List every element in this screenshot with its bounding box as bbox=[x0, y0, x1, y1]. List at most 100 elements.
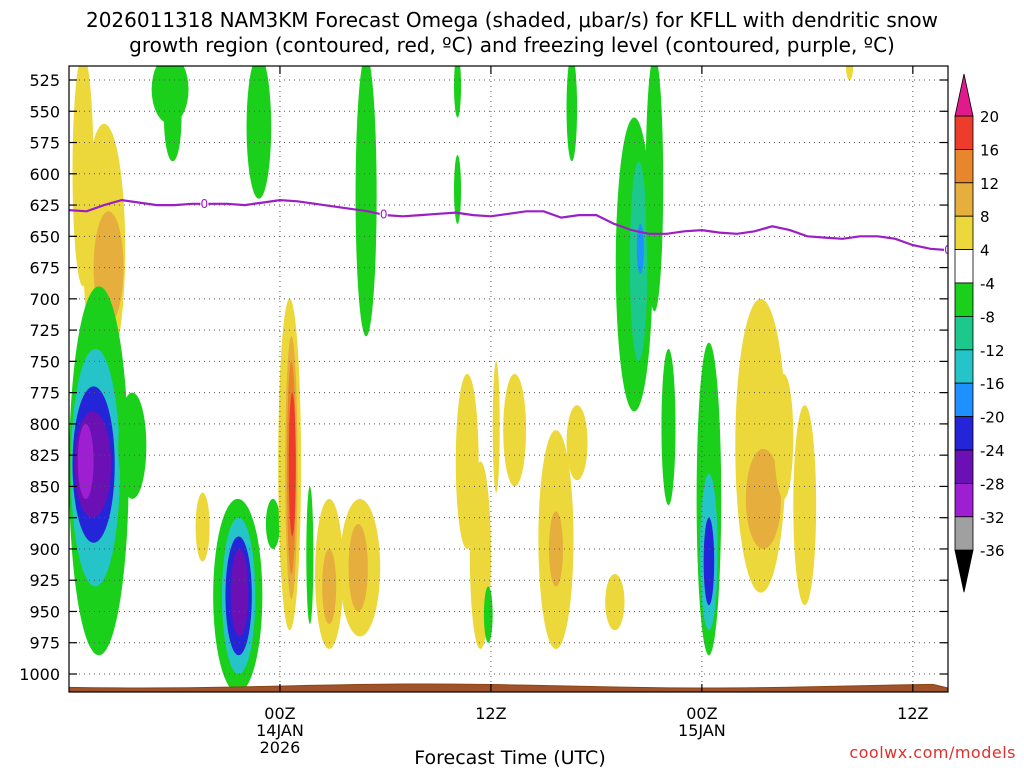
plot-frame bbox=[68, 65, 949, 693]
omega-cell-25 bbox=[348, 523, 368, 612]
y-tick-label-1000: 1000 bbox=[19, 665, 60, 684]
colorbar-box-7 bbox=[954, 315, 974, 351]
x-tick-date-6: 14JAN bbox=[256, 721, 304, 740]
colorbar-label-16: 16 bbox=[980, 141, 999, 159]
colorbar-label--8: -8 bbox=[980, 308, 995, 326]
credit-text: coolwx.com/models bbox=[849, 743, 1016, 762]
colorbar-label-8: 8 bbox=[980, 208, 990, 226]
colorbar-label--28: -28 bbox=[980, 475, 1005, 493]
y-tick-label-775: 775 bbox=[29, 384, 60, 403]
colorbar-box-9 bbox=[954, 249, 974, 284]
omega-cell-21 bbox=[306, 486, 314, 624]
y-tick-label-625: 625 bbox=[29, 196, 60, 215]
omega-cell-23 bbox=[322, 548, 337, 624]
ground-surface bbox=[68, 683, 949, 693]
freezing-level-line bbox=[69, 198, 948, 252]
colorbar-box-10 bbox=[954, 215, 974, 250]
y-tick-label-600: 600 bbox=[29, 165, 60, 184]
x-tick-label-30: 00Z bbox=[686, 704, 717, 723]
colorbar-box-6 bbox=[954, 349, 974, 384]
x-tick-label-6: 00Z bbox=[264, 704, 295, 723]
y-tick-label-650: 650 bbox=[29, 227, 60, 246]
x-tick-date-30: 15JAN bbox=[678, 721, 726, 740]
plot-background bbox=[69, 66, 948, 692]
colorbar-label--36: -36 bbox=[980, 542, 1005, 560]
omega-cell-50 bbox=[773, 373, 794, 499]
y-tick-label-850: 850 bbox=[29, 477, 60, 496]
colorbar-label--20: -20 bbox=[980, 409, 1005, 427]
colorbar-box-13 bbox=[954, 115, 974, 150]
colorbar-box-1 bbox=[954, 516, 974, 551]
colorbar-box-4 bbox=[954, 416, 974, 451]
omega-cell-51 bbox=[793, 405, 817, 606]
colorbar-bottom-arrow bbox=[954, 549, 974, 593]
omega-cell-49 bbox=[745, 448, 781, 549]
y-tick-label-550: 550 bbox=[29, 102, 60, 121]
omega-cell-26 bbox=[246, 66, 272, 199]
colorbar-label--4: -4 bbox=[980, 275, 995, 293]
omega-cell-36 bbox=[503, 373, 527, 487]
freezing-level-label-2: 0 bbox=[944, 243, 952, 257]
omega-cell-29 bbox=[454, 155, 462, 224]
colorbar-box-12 bbox=[954, 148, 974, 184]
y-tick-label-900: 900 bbox=[29, 540, 60, 559]
omega-cell-14 bbox=[230, 548, 249, 637]
colorbar: 20 16 12 8 4 -4 -8 -12 -16 -20 -24 -28 -32 -36 bbox=[954, 73, 1005, 593]
omega-cell-52 bbox=[846, 66, 854, 80]
omega-cell-8 bbox=[118, 392, 147, 499]
y-tick-label-525: 525 bbox=[29, 71, 60, 90]
omega-cell-42 bbox=[636, 223, 644, 274]
freezing-level-layer: 0 0 0 bbox=[69, 196, 952, 257]
y-tick-label-725: 725 bbox=[29, 321, 60, 340]
chart-title-line-1: 2026011318 NAM3KM Forecast Omega (shaded… bbox=[86, 8, 938, 32]
colorbar-label-4: 4 bbox=[980, 242, 990, 260]
omega-cell-10 bbox=[163, 73, 182, 162]
omega-cell-44 bbox=[605, 573, 625, 631]
omega-cell-7 bbox=[77, 423, 94, 499]
omega-cell-39 bbox=[661, 348, 676, 506]
chart-title-line-2: growth region (contoured, red, ºC) and f… bbox=[129, 33, 895, 57]
y-tick-label-975: 975 bbox=[29, 634, 60, 653]
axes-layer: 525 550 575 600 625 650 675 700 725 750 775 800 825 8… bbox=[19, 65, 949, 757]
omega-cell-35 bbox=[548, 511, 563, 587]
y-tick-label-825: 825 bbox=[29, 446, 60, 465]
y-tick-label-950: 950 bbox=[29, 602, 60, 621]
colorbar-label--32: -32 bbox=[980, 509, 1005, 527]
y-tick-label-700: 700 bbox=[29, 290, 60, 309]
colorbar-label-20: 20 bbox=[980, 108, 999, 126]
y-tick-label-875: 875 bbox=[29, 509, 60, 528]
y-tick-label-750: 750 bbox=[29, 352, 60, 371]
freezing-level-label-bg-0 bbox=[200, 196, 209, 210]
colorbar-box-3 bbox=[954, 449, 974, 484]
x-tick-year-6: 2026 bbox=[260, 738, 301, 757]
freezing-level-label-1: 0 bbox=[380, 208, 388, 222]
omega-cell-16 bbox=[265, 498, 280, 549]
colorbar-box-2 bbox=[954, 482, 974, 518]
freezing-level-label-bg-2 bbox=[944, 243, 948, 257]
colorbar-box-8 bbox=[954, 282, 974, 317]
omega-cell-37 bbox=[566, 405, 588, 481]
y-tick-label-800: 800 bbox=[29, 415, 60, 434]
omega-cell-20 bbox=[288, 392, 296, 537]
colorbar-label-12: 12 bbox=[980, 175, 999, 193]
y-tick-label-925: 925 bbox=[29, 571, 60, 590]
omega-cell-43 bbox=[645, 66, 664, 312]
x-axis-label: Forecast Time (UTC) bbox=[414, 747, 605, 768]
omega-cell-15 bbox=[195, 492, 210, 562]
colorbar-box-11 bbox=[954, 182, 974, 217]
colorbar-box-5 bbox=[954, 382, 974, 418]
y-tick-label-575: 575 bbox=[29, 134, 60, 153]
omega-cell-33 bbox=[483, 586, 493, 643]
omega-shading-layer bbox=[69, 66, 948, 692]
colorbar-label--16: -16 bbox=[980, 375, 1005, 393]
omega-cell-47 bbox=[703, 517, 715, 606]
colorbar-top-arrow bbox=[954, 73, 974, 117]
colorbar-label--12: -12 bbox=[980, 342, 1005, 360]
x-tick-label-18: 12Z bbox=[475, 704, 506, 723]
colorbar-label--24: -24 bbox=[980, 442, 1005, 460]
omega-cell-30 bbox=[492, 361, 500, 493]
x-tick-label-42: 12Z bbox=[897, 704, 928, 723]
freezing-level-label-bg-1 bbox=[379, 207, 388, 221]
omega-cell-28 bbox=[454, 66, 462, 118]
